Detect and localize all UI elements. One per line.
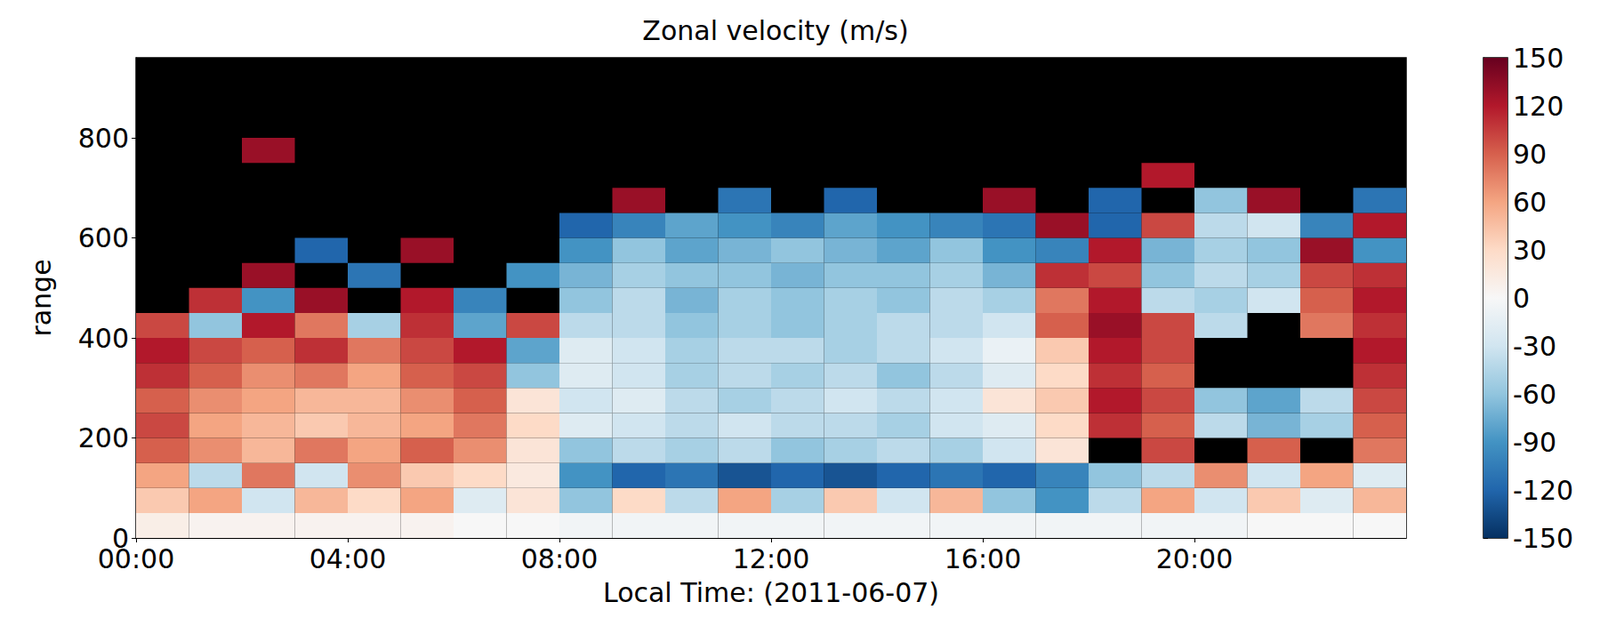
svg-text:-120: -120 — [1512, 474, 1574, 507]
svg-text:120: 120 — [1512, 90, 1564, 122]
svg-text:-30: -30 — [1512, 330, 1557, 362]
svg-text:0: 0 — [1512, 282, 1530, 314]
svg-text:20:00: 20:00 — [1156, 543, 1233, 575]
svg-text:90: 90 — [1512, 138, 1547, 170]
svg-text:800: 800 — [78, 122, 129, 154]
svg-text:-150: -150 — [1512, 522, 1574, 555]
svg-text:600: 600 — [78, 222, 129, 254]
svg-text:16:00: 16:00 — [944, 543, 1022, 575]
svg-text:range: range — [25, 258, 57, 337]
svg-text:00:00: 00:00 — [97, 543, 175, 575]
svg-text:Zonal velocity (m/s): Zonal velocity (m/s) — [642, 15, 909, 47]
svg-text:-90: -90 — [1512, 426, 1557, 459]
svg-text:30: 30 — [1512, 234, 1547, 266]
svg-text:Local Time: (2011-06-07): Local Time: (2011-06-07) — [603, 577, 940, 609]
svg-text:150: 150 — [1512, 42, 1564, 74]
svg-text:04:00: 04:00 — [309, 543, 386, 575]
svg-text:60: 60 — [1512, 186, 1547, 218]
svg-text:08:00: 08:00 — [521, 543, 598, 575]
svg-text:-60: -60 — [1512, 378, 1557, 411]
svg-text:12:00: 12:00 — [732, 543, 810, 575]
svg-text:200: 200 — [78, 422, 129, 454]
svg-text:0: 0 — [111, 522, 129, 554]
svg-text:400: 400 — [78, 322, 129, 354]
